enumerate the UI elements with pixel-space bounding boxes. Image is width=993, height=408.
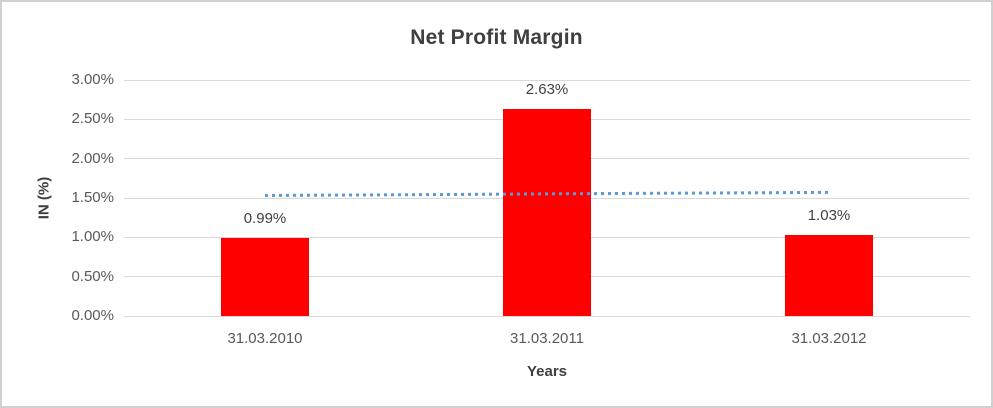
data-label: 2.63% (525, 81, 569, 99)
bar (503, 109, 591, 316)
y-tick-label: 3.00% (71, 71, 114, 88)
y-tick-label: 1.50% (71, 189, 114, 206)
category-label: 31.03.2012 (791, 330, 867, 347)
data-label: 0.99% (243, 210, 287, 228)
y-tick-label: 2.50% (71, 110, 114, 128)
category-label: 31.03.2010 (227, 330, 303, 347)
bar (221, 238, 309, 316)
y-tick-label: 0.50% (71, 267, 114, 285)
y-tick-label: 2.00% (71, 149, 114, 167)
y-tick-label: 1.00% (71, 228, 114, 246)
bar (785, 234, 873, 316)
gridline (124, 315, 970, 317)
x-axis-title: Years (526, 363, 568, 380)
data-label: 1.03% (807, 206, 851, 224)
gridline (124, 79, 970, 81)
category-label: 31.03.2011 (510, 330, 584, 347)
chart-title: Net Profit Margin (410, 26, 583, 49)
y-tick-label: 0.00% (71, 307, 114, 324)
